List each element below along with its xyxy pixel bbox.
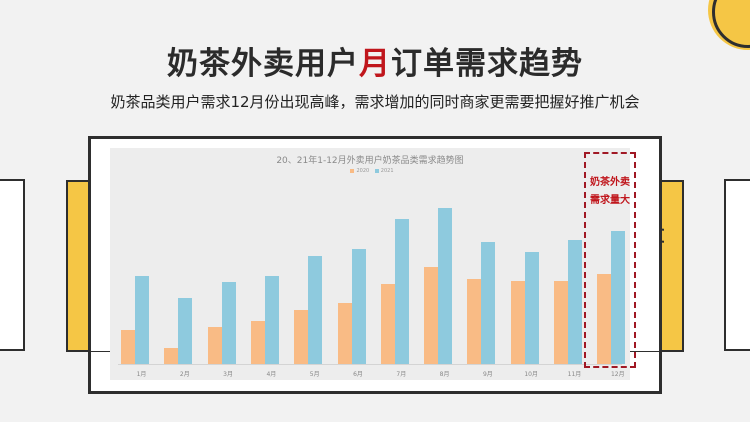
bar-group: 4月 xyxy=(250,148,293,378)
bar-group: 2月 xyxy=(163,148,206,378)
bar-2021 xyxy=(611,231,626,364)
bar-2021 xyxy=(524,252,539,364)
page-title: 奶茶外卖用户月订单需求趋势 xyxy=(0,38,750,83)
bar-group: 8月 xyxy=(423,148,466,378)
callout-line-1: 奶茶外卖 xyxy=(590,177,630,188)
title-part: 订单需求趋势 xyxy=(391,46,583,82)
bar-2021 xyxy=(264,276,279,364)
x-axis-line xyxy=(118,364,622,365)
legend-swatch-2021 xyxy=(374,168,379,173)
decorative-left-panel xyxy=(0,179,25,351)
x-tick-label: 6月 xyxy=(353,371,363,378)
bar-group: 3月 xyxy=(207,148,250,378)
bar-2021 xyxy=(135,276,149,364)
highlight-callout-box: 奶茶外卖 需求量大 xyxy=(584,152,636,368)
bar-chart: 20、21年1-12月外卖用户奶茶品类需求趋势图 2020 2021 1月 2月 3… xyxy=(110,148,630,380)
bar-group: 10月 xyxy=(510,148,553,378)
x-tick-label: 4月 xyxy=(266,371,277,378)
x-tick-label: 12月 xyxy=(610,371,625,378)
bar-2020 xyxy=(510,281,525,364)
x-tick-label: 11月 xyxy=(567,371,582,378)
page-subtitle: 奶茶品类用户需求12月份出现高峰，需求增加的同时商家更需要把握好推广机会 xyxy=(110,93,640,111)
bar-2020 xyxy=(294,310,309,364)
bar-2020 xyxy=(380,284,395,364)
decorative-right-yellow-bar xyxy=(662,180,684,352)
bar-2020 xyxy=(164,348,179,364)
x-tick-label: 3月 xyxy=(223,371,233,378)
x-tick-label: 2月 xyxy=(179,371,190,378)
bar-group: 7月 xyxy=(380,148,423,378)
bar-2020 xyxy=(207,327,222,364)
bar-2020 xyxy=(121,330,135,364)
bar-2020 xyxy=(337,303,352,364)
chart-title: 20、21年1-12月外卖用户奶茶品类需求趋势图 xyxy=(276,156,464,166)
bar-2021 xyxy=(308,256,323,364)
bar-2021 xyxy=(568,240,582,364)
bar-2021 xyxy=(438,208,453,364)
callout-text: 奶茶外卖 需求量大 xyxy=(586,174,634,210)
x-tick-label: 7月 xyxy=(396,371,407,378)
bar-2021 xyxy=(351,249,366,364)
x-tick-label: 1月 xyxy=(136,371,147,378)
bar-2020 xyxy=(250,321,265,364)
bar-2021 xyxy=(221,282,236,364)
bar-2020 xyxy=(467,279,482,364)
bar-2021 xyxy=(481,242,496,364)
bar-2020 xyxy=(597,274,612,364)
legend-label-2021: 2021 xyxy=(380,168,394,174)
bar-group: 12月 xyxy=(596,148,639,378)
bar-2020 xyxy=(554,281,568,364)
title-highlight: 月 xyxy=(359,46,391,82)
bar-group: 6月 xyxy=(337,148,380,378)
decorative-right-panel xyxy=(724,179,750,351)
callout-line-2: 需求量大 xyxy=(590,195,630,206)
bar-group: 1月 xyxy=(120,148,163,378)
x-tick-label: 10月 xyxy=(524,371,538,378)
bar-group: 5月 xyxy=(293,148,336,378)
chart-legend: 2020 2021 xyxy=(110,168,630,174)
x-tick-label: 8月 xyxy=(439,371,450,378)
bar-2021 xyxy=(178,298,193,364)
title-part: 奶茶外卖用户 xyxy=(167,46,359,82)
x-tick-label: 9月 xyxy=(482,371,493,378)
legend-swatch-2020 xyxy=(350,168,355,173)
bar-2020 xyxy=(424,267,439,364)
x-tick-label: 5月 xyxy=(309,371,320,378)
decorative-left-yellow-bar xyxy=(66,180,90,352)
legend-label-2020: 2020 xyxy=(356,168,370,174)
bar-2021 xyxy=(394,219,409,364)
bar-group: 11月 xyxy=(553,148,596,378)
bar-group: 9月 xyxy=(466,148,509,378)
